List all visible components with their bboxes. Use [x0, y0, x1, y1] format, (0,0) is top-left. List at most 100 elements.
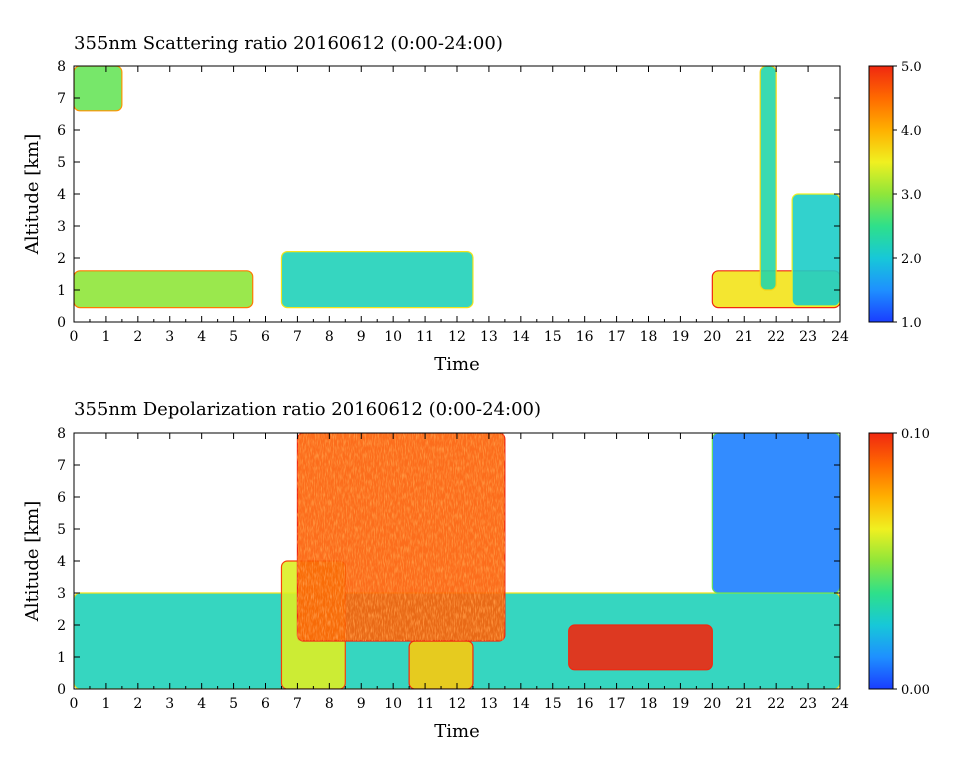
y-tick-label: 2 [57, 251, 66, 267]
chart-title: 355nm Scattering ratio 20160612 (0:00-24… [74, 33, 503, 54]
y-tick-label: 7 [57, 91, 66, 107]
x-tick-label: 21 [735, 696, 753, 712]
x-tick-label: 24 [831, 329, 849, 345]
x-tick-label: 16 [576, 329, 594, 345]
x-tick-label: 1 [101, 329, 110, 345]
x-tick-label: 10 [384, 329, 402, 345]
x-tick-label: 11 [416, 696, 434, 712]
x-tick-label: 22 [767, 696, 785, 712]
plot-area [73, 65, 841, 323]
x-tick-label: 12 [448, 696, 466, 712]
heatmap-cell [759, 66, 777, 291]
x-tick-label: 5 [229, 696, 238, 712]
scattering-ratio-field [74, 66, 840, 309]
y-tick-label: 6 [57, 490, 66, 506]
x-tick-label: 14 [512, 696, 530, 712]
x-tick-label: 9 [357, 696, 366, 712]
y-tick-label: 3 [57, 586, 66, 602]
x-axis-label: Time [434, 721, 479, 742]
y-axis-ticks: 0 1 2 3 4 5 6 7 8 [57, 426, 840, 698]
y-tick-label: 7 [57, 458, 66, 474]
y-axis-ticks: 0 1 2 3 4 5 6 7 8 [57, 59, 840, 331]
x-tick-label: 15 [544, 329, 562, 345]
noise-texture [297, 433, 505, 641]
y-tick-label: 8 [57, 426, 66, 442]
x-tick-label: 15 [544, 696, 562, 712]
x-tick-label: 18 [640, 696, 658, 712]
x-tick-label: 4 [197, 696, 206, 712]
colorbar-tick-label: 3.0 [901, 188, 922, 203]
depolarization-ratio-field [74, 433, 840, 689]
colorbar: 0.00 0.10 [868, 427, 930, 698]
y-tick-label: 6 [57, 123, 66, 139]
heatmap-cell [408, 640, 474, 689]
colorbar-scale [868, 432, 894, 690]
y-tick-label: 5 [57, 155, 66, 171]
heatmap-cell [568, 624, 713, 671]
x-tick-label: 13 [480, 329, 498, 345]
x-tick-label: 9 [357, 329, 366, 345]
x-tick-label: 6 [261, 329, 270, 345]
x-tick-label: 2 [133, 696, 142, 712]
y-tick-label: 4 [57, 187, 66, 203]
x-tick-label: 7 [293, 329, 302, 345]
y-tick-label: 1 [57, 650, 66, 666]
x-tick-label: 12 [448, 329, 466, 345]
y-tick-label: 1 [57, 283, 66, 299]
x-axis-ticks: 0 1 2 3 4 5 6 7 8 9 10 11 12 13 14 15 16 17 18 19 20 21 22 23 24 [70, 433, 849, 712]
x-tick-label: 5 [229, 329, 238, 345]
heatmap-cell [791, 193, 840, 307]
colorbar-scale [868, 65, 894, 323]
heatmap-cell [280, 251, 474, 309]
x-tick-label: 22 [767, 329, 785, 345]
x-tick-label: 18 [640, 329, 658, 345]
x-tick-label: 19 [672, 696, 690, 712]
chart-title: 355nm Depolarization ratio 20160612 (0:0… [74, 399, 541, 420]
y-tick-label: 0 [57, 315, 66, 331]
y-axis-label: Altitude [km] [22, 501, 43, 623]
x-tick-label: 8 [325, 329, 334, 345]
x-tick-label: 10 [384, 696, 402, 712]
y-tick-label: 4 [57, 554, 66, 570]
colorbar-tick-label: 5.0 [901, 60, 922, 75]
colorbar-ticks: 1.0 2.0 3.0 4.0 5.0 [893, 60, 922, 331]
x-tick-label: 3 [165, 329, 174, 345]
x-axis-ticks: 0 1 2 3 4 5 6 7 8 9 10 11 12 13 14 15 16 17 18 19 20 21 22 23 24 [70, 66, 849, 345]
y-tick-label: 8 [57, 59, 66, 75]
colorbar-ticks: 0.00 0.10 [893, 427, 930, 698]
colorbar: 1.0 2.0 3.0 4.0 5.0 [868, 60, 922, 331]
x-tick-label: 4 [197, 329, 206, 345]
x-tick-label: 7 [293, 696, 302, 712]
x-tick-label: 1 [101, 696, 110, 712]
colorbar-tick-label: 0.10 [901, 427, 930, 442]
x-tick-label: 2 [133, 329, 142, 345]
x-tick-label: 23 [799, 696, 817, 712]
y-tick-label: 0 [57, 682, 66, 698]
colorbar-tick-label: 4.0 [901, 124, 922, 139]
heatmap-cell [711, 433, 840, 594]
scattering-ratio-panel: 355nm Scattering ratio 20160612 (0:00-24… [22, 33, 922, 375]
plot-area [73, 432, 841, 690]
x-tick-label: 17 [608, 329, 626, 345]
x-tick-label: 21 [735, 329, 753, 345]
x-tick-label: 19 [672, 329, 690, 345]
colorbar-tick-label: 2.0 [901, 252, 922, 267]
x-tick-label: 20 [703, 696, 721, 712]
x-tick-label: 8 [325, 696, 334, 712]
x-tick-label: 16 [576, 696, 594, 712]
y-axis-label: Altitude [km] [22, 134, 43, 256]
heatmap-cell [74, 270, 254, 309]
y-tick-label: 3 [57, 219, 66, 235]
x-axis-label: Time [434, 354, 479, 375]
colorbar-tick-label: 1.0 [901, 316, 922, 331]
x-tick-label: 0 [70, 329, 79, 345]
x-tick-label: 23 [799, 329, 817, 345]
heatmap-cell [74, 66, 123, 112]
y-tick-label: 2 [57, 618, 66, 634]
x-tick-label: 24 [831, 696, 849, 712]
x-tick-label: 11 [416, 329, 434, 345]
x-tick-label: 13 [480, 696, 498, 712]
y-tick-label: 5 [57, 522, 66, 538]
colorbar-tick-label: 0.00 [901, 683, 930, 698]
